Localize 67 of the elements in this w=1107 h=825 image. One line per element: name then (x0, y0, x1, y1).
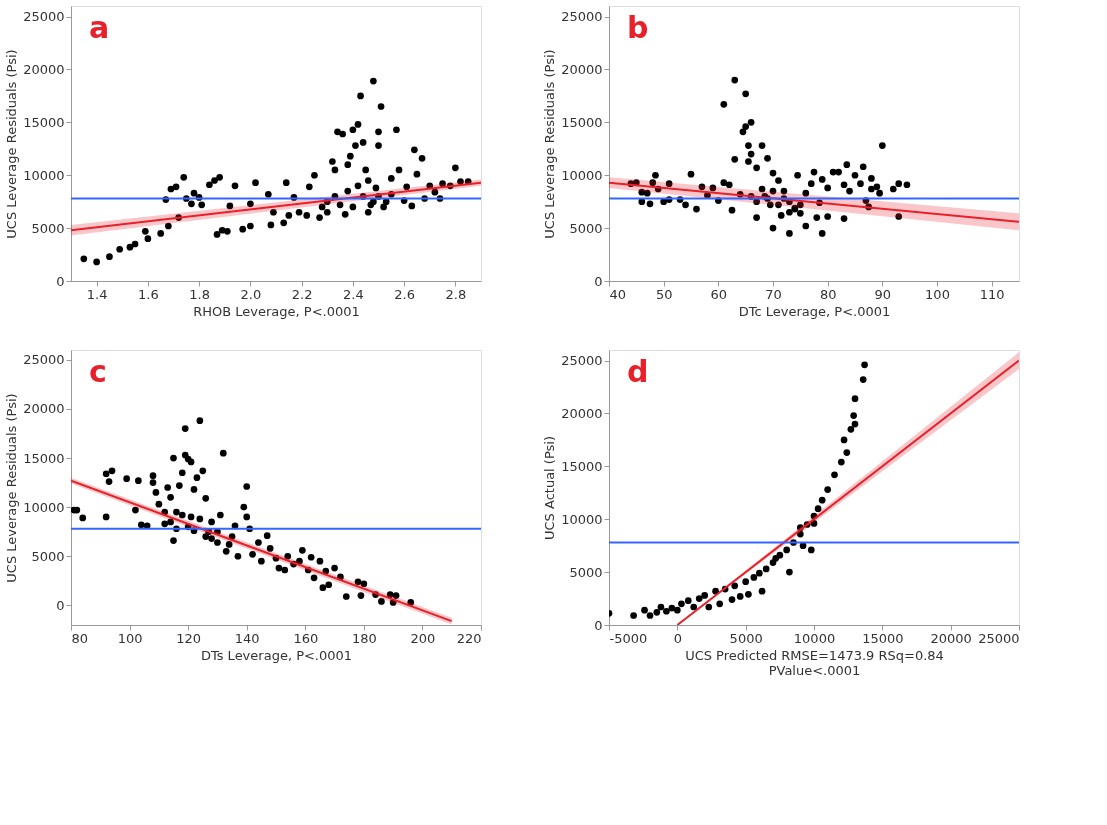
y-tick-label: 0 (594, 617, 603, 633)
y-tick-label: 20000 (23, 61, 65, 77)
annotation: c (89, 354, 107, 389)
y-tick-label: 15000 (561, 114, 603, 130)
y-tick-label: 25000 (23, 9, 65, 25)
x-tick-label: 200 (410, 630, 436, 646)
x-tick-label: 10000 (793, 630, 836, 646)
x-tick-label: 2.8 (445, 286, 467, 302)
y-axis-title: UCS Actual (Psi) (542, 436, 558, 540)
x-tick-label: 160 (293, 630, 319, 646)
x-tick-label: 2.0 (240, 286, 262, 302)
x-tick-label: 5000 (729, 630, 763, 646)
y-tick-label: 5000 (569, 220, 603, 236)
x-tick-label: 80 (71, 630, 89, 646)
y-tick-label: 10000 (561, 167, 603, 183)
x-tick-label: 20000 (930, 630, 972, 646)
x-axis-title: DTc Leverage, P<.0001 (738, 303, 891, 319)
x-axis-title: DTs Leverage, P<.0001 (200, 647, 353, 663)
x-tick-label: 2.6 (394, 286, 415, 302)
x-tick-label: 220 (456, 630, 482, 646)
y-axis-title: UCS Leverage Residuals (Psi) (4, 49, 20, 239)
x-tick-label: 15000 (862, 630, 904, 646)
x-tick-label: -5000 (609, 630, 648, 646)
y-tick-label: 5000 (31, 548, 65, 564)
x-tick-label: 180 (351, 630, 377, 646)
annotation: a (89, 10, 110, 45)
y-tick-label: 0 (56, 273, 65, 289)
x-tick-label: 120 (176, 630, 202, 646)
y-tick-label: 15000 (23, 114, 65, 130)
y-tick-label: 0 (56, 597, 65, 613)
y-axis-title: UCS Leverage Residuals (Psi) (542, 49, 558, 239)
y-tick-label: 10000 (23, 167, 65, 183)
y-tick-label: 25000 (561, 353, 603, 369)
x-tick-label: 110 (979, 286, 1005, 302)
x-tick-label: 70 (765, 286, 782, 302)
x-tick-label: 100 (925, 286, 950, 302)
x-tick-label: 1.4 (86, 286, 108, 302)
x-tick-label: 1.8 (189, 286, 210, 302)
x-tick-label: 140 (234, 630, 260, 646)
x-tick-label: 25000 (978, 630, 1020, 646)
y-tick-label: 20000 (23, 401, 65, 417)
y-axis-title: UCS Leverage Residuals (Psi) (4, 393, 20, 583)
x-tick-label: 100 (117, 630, 143, 646)
y-tick-label: 25000 (561, 9, 603, 25)
y-tick-label: 25000 (23, 352, 65, 368)
x-tick-label: 0 (673, 630, 682, 646)
annotation: d (627, 354, 649, 389)
x-tick-label: 2.4 (343, 286, 364, 302)
y-tick-label: 5000 (31, 220, 65, 236)
x-tick-label: 80 (819, 286, 837, 302)
y-tick-label: 20000 (561, 405, 603, 421)
y-tick-label: 0 (594, 273, 603, 289)
x-tick-label: 60 (710, 286, 728, 302)
y-tick-label: 5000 (569, 564, 603, 580)
y-tick-label: 10000 (23, 499, 65, 515)
y-tick-label: 20000 (561, 61, 603, 77)
x-tick-label: 2.2 (291, 286, 313, 302)
y-tick-label: 15000 (23, 450, 65, 466)
x-tick-label: 1.6 (138, 286, 159, 302)
x-tick-label: 50 (655, 286, 673, 302)
x-axis-title: RHOB Leverage, P<.0001 (193, 303, 360, 319)
x-axis-title: UCS Predicted RMSE=1473.9 RSq=0.84 PValue<.0001 (685, 647, 944, 678)
x-tick-label: 40 (609, 286, 627, 302)
y-tick-label: 15000 (561, 458, 603, 474)
x-tick-label: 90 (874, 286, 892, 302)
y-tick-label: 10000 (561, 511, 603, 527)
annotation: b (627, 10, 649, 45)
